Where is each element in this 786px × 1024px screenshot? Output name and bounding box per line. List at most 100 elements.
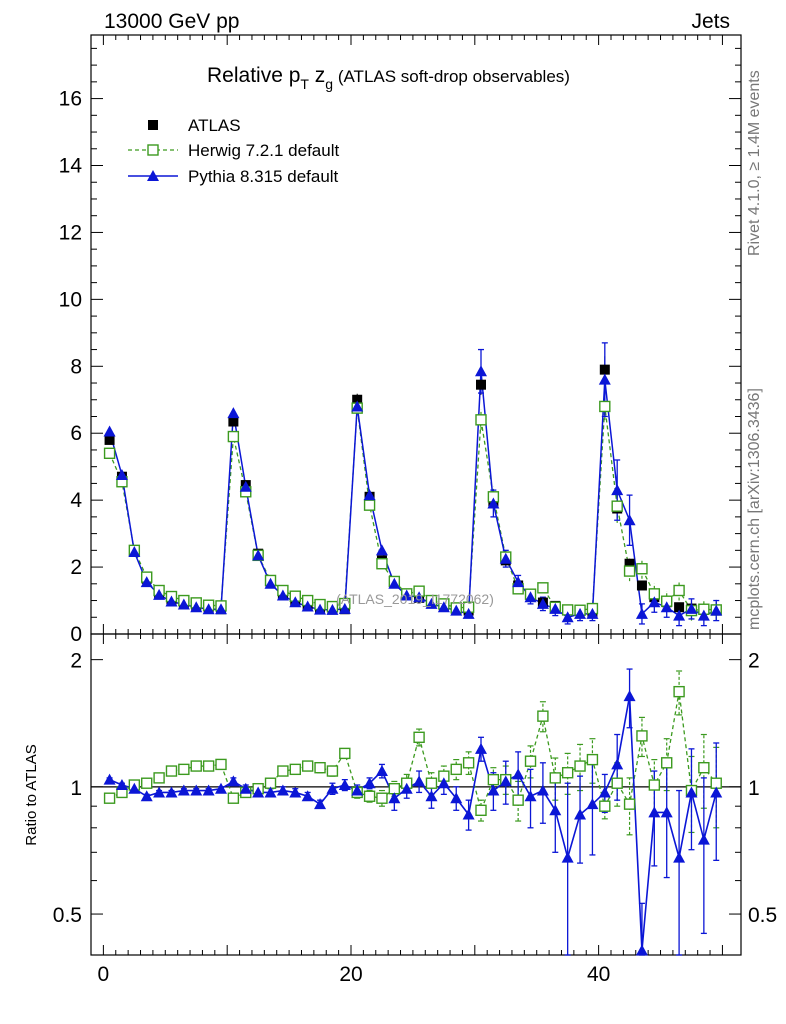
herwig-point: [227, 430, 240, 443]
atlas-point: [104, 434, 115, 445]
herwig-ratio-point: [450, 763, 462, 776]
pythia-ratio-point: [338, 779, 351, 791]
atlas-point: [636, 580, 647, 591]
herwig-point: [673, 584, 685, 597]
pythia-ratio-point: [437, 777, 450, 789]
herwig-ratio-point: [512, 794, 524, 806]
pythia-point: [574, 607, 587, 619]
pythia-point: [462, 607, 475, 619]
pythia-point: [276, 589, 289, 601]
y-tick-label: 8: [70, 355, 82, 378]
pythia-point: [215, 603, 227, 615]
pythia-ratio-point: [648, 806, 661, 818]
pythia-ratio-point: [314, 798, 327, 810]
herwig-ratio-point: [586, 753, 599, 766]
pythia-point: [697, 609, 710, 621]
pythia-ratio-point: [153, 786, 166, 798]
herwig-point: [103, 447, 116, 459]
pythia-point: [103, 425, 116, 437]
pythia-point: [165, 595, 178, 607]
pythia-ratio-point: [524, 790, 537, 802]
herwig-ratio-point: [153, 772, 165, 784]
herwig-point: [363, 499, 376, 511]
x-tick-label: 20: [339, 963, 362, 986]
pythia-point: [648, 596, 661, 608]
herwig-ratio-point: [314, 761, 326, 774]
legend-atlas-marker: [148, 120, 158, 130]
ratio-y-tick-label-right: 2: [748, 650, 760, 673]
ratio-frame: [90, 633, 742, 956]
pythia-ratio-point: [301, 790, 314, 802]
title-sub-g: g: [325, 76, 333, 92]
pythia-ratio-point: [128, 782, 141, 794]
pythia-ratio-point: [574, 808, 587, 820]
pythia-ratio-point: [611, 758, 624, 770]
herwig-point: [475, 414, 487, 426]
pythia-ratio-point: [673, 851, 686, 863]
x-tick-label: 40: [587, 963, 610, 986]
x-tick-label: 0: [98, 963, 110, 986]
ratio-ylabel: Ratio to ATLAS: [23, 744, 40, 845]
herwig-point: [599, 400, 611, 413]
pythia-ratio-point: [475, 742, 487, 754]
herwig-ratio-point: [661, 757, 673, 769]
pythia-point: [338, 602, 351, 614]
herwig-point: [636, 563, 648, 575]
herwig-ratio-point: [462, 757, 475, 769]
pythia-ratio-point: [512, 768, 525, 780]
energy-label: 13000 GeV pp: [104, 10, 240, 33]
pythia-ratio-point: [351, 784, 364, 796]
pythia-point: [512, 576, 525, 588]
pythia-point: [264, 577, 277, 589]
pythia-ratio-point: [252, 786, 265, 798]
pythia-point: [314, 603, 327, 615]
pythia-point: [685, 602, 698, 614]
pythia-ratio-point: [363, 777, 376, 789]
pythia-point: [375, 544, 388, 556]
pythia-point: [536, 597, 549, 609]
y-tick-label: 2: [70, 556, 82, 579]
herwig-ratio-point: [413, 731, 425, 743]
atlas-point: [674, 602, 685, 613]
ratio-y-tick-label: 0.5: [53, 904, 82, 927]
title-sub-t: T: [300, 76, 309, 92]
herwig-ratio-point: [141, 777, 153, 789]
legend-label: Pythia 8.315 default: [188, 167, 339, 186]
herwig-ratio-point: [388, 782, 401, 795]
herwig-ratio-point: [549, 772, 561, 784]
herwig-ratio-point: [561, 767, 574, 779]
pythia-ratio-point: [264, 786, 277, 798]
pythia-point: [115, 469, 128, 481]
pythia-ratio-point: [586, 798, 599, 810]
pythia-point: [289, 596, 302, 608]
pythia-point: [190, 601, 203, 613]
pythia-point: [437, 601, 450, 613]
pythia-ratio-point: [462, 808, 475, 820]
ratio-y-tick-label-right: 0.5: [748, 904, 777, 927]
herwig-ratio-point: [215, 758, 227, 771]
pythia-ratio-point: [165, 786, 178, 798]
pythia-ratio-point: [413, 775, 426, 787]
herwig-ratio-point: [103, 792, 116, 804]
pythia-point: [128, 546, 141, 558]
herwig-ratio-point: [326, 765, 339, 777]
herwig-ratio-point: [178, 763, 190, 776]
pythia-point: [153, 588, 166, 600]
pythia-point: [301, 600, 314, 612]
title-mid: z: [309, 64, 325, 87]
pythia-ratio-point: [450, 792, 463, 804]
ratio-y-tick-label: 2: [70, 650, 82, 673]
herwig-ratio-point: [190, 760, 202, 772]
title-main: Relative p: [207, 64, 300, 87]
pythia-point: [673, 609, 686, 621]
pythia-point: [413, 591, 426, 603]
y-tick-label: 10: [59, 288, 82, 311]
herwig-ratio-point: [611, 777, 623, 789]
pythia-ratio-point: [239, 782, 252, 794]
pythia-point: [388, 577, 401, 589]
pythia-ratio-point: [623, 690, 636, 702]
legend-pythia-marker: [147, 170, 159, 181]
atlas-point: [599, 364, 610, 375]
pythia-point: [202, 603, 215, 615]
herwig-ratio-point: [623, 798, 636, 810]
